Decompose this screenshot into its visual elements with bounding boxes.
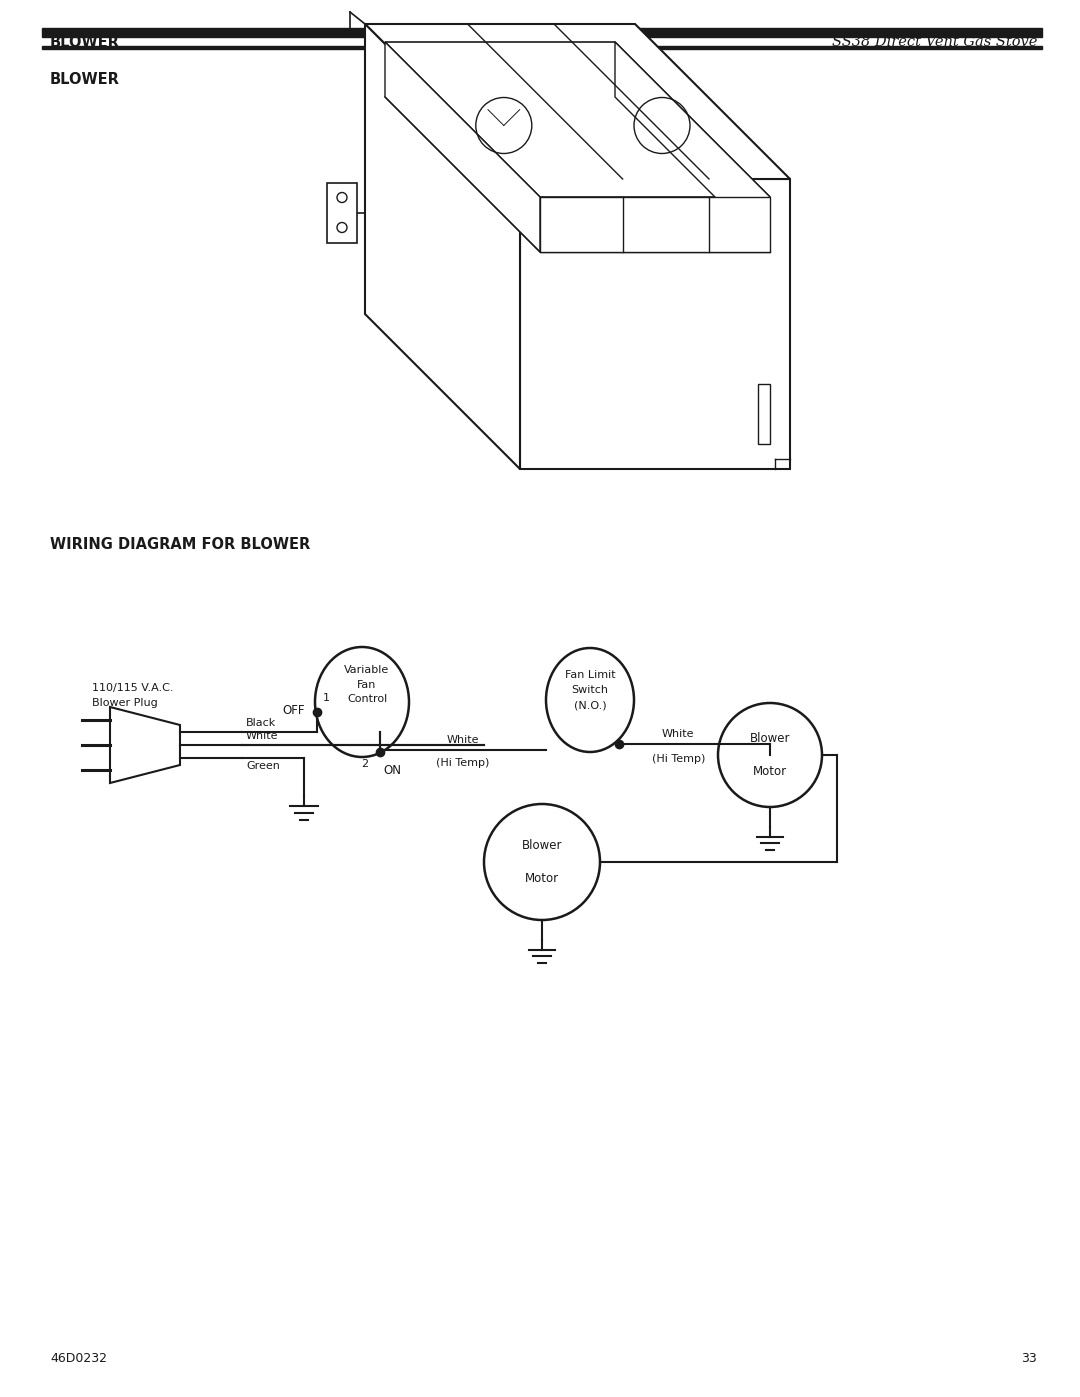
- Text: Fan Limit: Fan Limit: [565, 671, 616, 680]
- Polygon shape: [519, 179, 789, 469]
- Text: WIRING DIAGRAM FOR BLOWER: WIRING DIAGRAM FOR BLOWER: [50, 536, 310, 552]
- Text: (Hi Temp): (Hi Temp): [651, 754, 705, 764]
- Polygon shape: [365, 24, 789, 179]
- Polygon shape: [384, 42, 770, 197]
- Text: 110/115 V.A.C.: 110/115 V.A.C.: [92, 683, 174, 693]
- Bar: [42, 28, 1042, 36]
- Bar: [42, 46, 1042, 49]
- Text: BLOWER: BLOWER: [50, 35, 120, 49]
- Text: (N.O.): (N.O.): [573, 700, 606, 710]
- Text: 46D0232: 46D0232: [50, 1352, 107, 1365]
- Text: OFF: OFF: [283, 704, 305, 717]
- Text: Green: Green: [246, 761, 280, 771]
- Polygon shape: [540, 197, 770, 251]
- Text: White: White: [662, 729, 694, 739]
- Polygon shape: [384, 42, 540, 251]
- Text: Control: Control: [347, 694, 387, 704]
- Text: 2: 2: [361, 759, 368, 768]
- Polygon shape: [327, 183, 357, 243]
- Text: 33: 33: [1022, 1352, 1037, 1365]
- Polygon shape: [110, 707, 180, 782]
- Text: Fan: Fan: [357, 680, 377, 690]
- Text: White: White: [246, 731, 279, 740]
- Text: Blower: Blower: [522, 840, 563, 852]
- Polygon shape: [615, 42, 770, 251]
- Text: Motor: Motor: [525, 872, 559, 886]
- Text: BLOWER: BLOWER: [50, 73, 120, 87]
- Text: Motor: Motor: [753, 766, 787, 778]
- Text: Blower: Blower: [750, 732, 791, 745]
- Text: Black: Black: [246, 718, 276, 728]
- Polygon shape: [365, 24, 519, 469]
- Text: SS38 Direct Vent Gas Stove: SS38 Direct Vent Gas Stove: [832, 35, 1037, 49]
- Text: 1: 1: [323, 693, 330, 703]
- Text: White: White: [447, 735, 480, 745]
- Text: (Hi Temp): (Hi Temp): [436, 759, 489, 768]
- Text: Switch: Switch: [571, 685, 608, 694]
- Text: ON: ON: [383, 764, 401, 777]
- Polygon shape: [758, 384, 770, 444]
- Text: Variable: Variable: [345, 665, 390, 675]
- Text: Blower Plug: Blower Plug: [92, 698, 158, 708]
